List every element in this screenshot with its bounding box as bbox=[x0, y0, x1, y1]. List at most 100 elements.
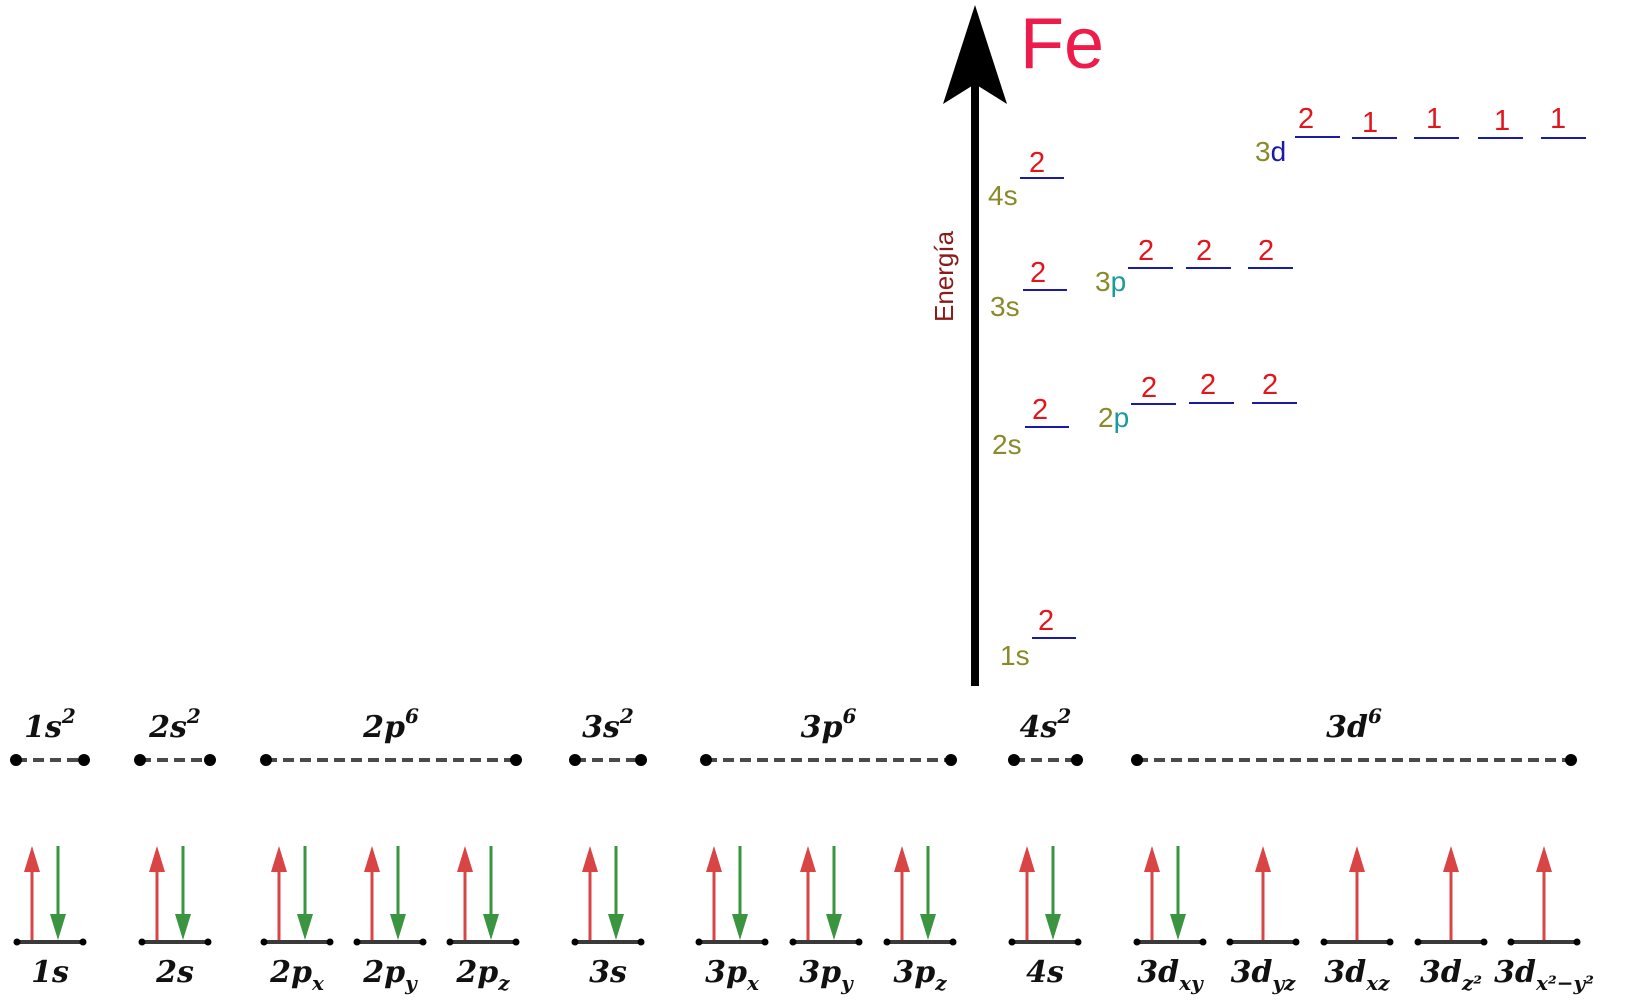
spin-up-arrow-head bbox=[582, 846, 598, 872]
orbital-label-main: 3p bbox=[799, 955, 841, 990]
group-bracket-dot bbox=[635, 754, 647, 766]
spin-down-arrow-head bbox=[297, 914, 313, 940]
orbital-label-main: 3d bbox=[1494, 955, 1536, 990]
occupancy-label: 2 bbox=[1200, 369, 1216, 401]
occupancy-label: 2 bbox=[1038, 605, 1054, 637]
group-bracket-dot bbox=[134, 754, 146, 766]
orbital-label-main: 3d bbox=[1324, 955, 1366, 990]
orbital-base-dot bbox=[1480, 938, 1488, 946]
orbital-label: 3dxy bbox=[1137, 955, 1204, 995]
orbital-base-dot bbox=[855, 938, 863, 946]
orbital-base-dot bbox=[1292, 938, 1300, 946]
orbital-3pz: 3pz bbox=[883, 846, 957, 995]
group-bracket-dot bbox=[569, 754, 581, 766]
spin-up-arrow bbox=[706, 846, 722, 940]
orbital-base-dot bbox=[204, 938, 212, 946]
group-label: 3d6 bbox=[1326, 704, 1382, 745]
spin-up-arrow bbox=[1349, 846, 1365, 940]
spin-up-arrow-head bbox=[706, 846, 722, 872]
spin-up-arrow-head bbox=[1019, 846, 1035, 872]
orbital-base-dot bbox=[1074, 938, 1082, 946]
svg-text:1s: 1s bbox=[1000, 640, 1030, 671]
svg-text:2s: 2s bbox=[992, 429, 1022, 460]
spin-down-arrow-head bbox=[826, 914, 842, 940]
orbital-label: 3py bbox=[799, 955, 854, 995]
level-2s: 2s 2 bbox=[992, 394, 1069, 460]
orbital-base-dot bbox=[512, 938, 520, 946]
orbital-label-subscript: y bbox=[404, 971, 418, 995]
spin-down-arrow bbox=[1170, 846, 1186, 940]
spin-down-arrow-head bbox=[50, 914, 66, 940]
level-2p: 2p 2 2 2 bbox=[1098, 369, 1297, 433]
spin-down-arrow-head bbox=[1170, 914, 1186, 940]
orbital-label-subscript: y bbox=[840, 971, 854, 995]
spin-down-arrow-head bbox=[920, 914, 936, 940]
orbital-base-dot bbox=[571, 938, 579, 946]
orbital-base-dot bbox=[446, 938, 454, 946]
orbital-2pz: 2pz bbox=[446, 846, 520, 995]
orbital-base-dot bbox=[1507, 938, 1515, 946]
spin-down-arrow-head bbox=[1045, 914, 1061, 940]
group-label: 3s2 bbox=[582, 704, 634, 745]
occupancy-label: 1 bbox=[1426, 103, 1442, 135]
spin-up-arrow-head bbox=[894, 846, 910, 872]
svg-text:4s: 4s bbox=[988, 180, 1018, 211]
orbital-3s: 3s bbox=[571, 846, 645, 990]
orbital-label-main: 3d bbox=[1137, 955, 1179, 990]
orbital-label: 3dyz bbox=[1231, 955, 1296, 995]
occupancy-label: 2 bbox=[1029, 147, 1045, 179]
spin-down-arrow bbox=[50, 846, 66, 940]
orbital-label-subscript: xy bbox=[1178, 971, 1204, 995]
orbital-base-dot bbox=[1199, 938, 1207, 946]
spin-up-arrow-head bbox=[1255, 846, 1271, 872]
orbital-3px: 3px bbox=[695, 846, 769, 995]
group-label-base: 3p bbox=[801, 710, 843, 745]
orbital-label-subscript: x bbox=[311, 971, 325, 995]
occupancy-label: 1 bbox=[1550, 103, 1566, 135]
occupancy-label: 2 bbox=[1258, 235, 1274, 267]
orbital-label: 2px bbox=[269, 955, 325, 995]
spin-up-arrow-head bbox=[1443, 846, 1459, 872]
spin-down-arrow bbox=[483, 846, 499, 940]
svg-text:2p: 2p bbox=[1098, 402, 1129, 433]
orbital-label-main: 1s bbox=[31, 955, 69, 990]
group-bracket-dot bbox=[204, 754, 216, 766]
spin-down-arrow bbox=[1045, 846, 1061, 940]
spin-down-arrow bbox=[826, 846, 842, 940]
spin-up-arrow bbox=[271, 846, 287, 940]
occupancy-label: 2 bbox=[1298, 103, 1314, 135]
spin-up-arrow bbox=[894, 846, 910, 940]
spin-up-arrow-head bbox=[1349, 846, 1365, 872]
spin-up-arrow bbox=[24, 846, 40, 940]
group-label-superscript: 6 bbox=[405, 704, 419, 728]
level-3p: 3p 2 2 2 bbox=[1095, 235, 1293, 297]
group-label-base: 3d bbox=[1326, 710, 1368, 745]
orbital-label-main: 3p bbox=[705, 955, 747, 990]
spin-up-arrow-head bbox=[800, 846, 816, 872]
group-bracket-dot bbox=[260, 754, 272, 766]
spin-down-arrow-head bbox=[390, 914, 406, 940]
group-label: 1s2 bbox=[24, 704, 76, 745]
occupancy-label: 2 bbox=[1030, 257, 1046, 289]
spin-up-arrow-head bbox=[364, 846, 380, 872]
energy-axis-arrowhead bbox=[943, 5, 1007, 104]
spin-up-arrow bbox=[457, 846, 473, 940]
energy-level-diagram: Energía Fe 1s 2 2s 2 2p 2 2 2 3s 2 bbox=[929, 4, 1586, 686]
spin-up-arrow bbox=[1255, 846, 1271, 940]
orbital-3dxy: 3dxy bbox=[1133, 846, 1207, 995]
orbital-3dz²: 3dz² bbox=[1414, 846, 1488, 995]
orbital-label: 3dxz bbox=[1324, 955, 1390, 995]
orbital-1s: 1s bbox=[13, 846, 87, 990]
group-bracket-dot bbox=[700, 754, 712, 766]
spin-up-arrow-head bbox=[457, 846, 473, 872]
group-label: 2p6 bbox=[362, 704, 419, 745]
element-symbol: Fe bbox=[1020, 4, 1104, 84]
orbital-2s: 2s bbox=[138, 846, 212, 990]
spin-down-arrow bbox=[920, 846, 936, 940]
occupancy-label: 2 bbox=[1262, 369, 1278, 401]
orbital-base-dot bbox=[1573, 938, 1581, 946]
group-label-base: 3s bbox=[582, 710, 620, 745]
orbital-label: 2s bbox=[155, 955, 194, 990]
